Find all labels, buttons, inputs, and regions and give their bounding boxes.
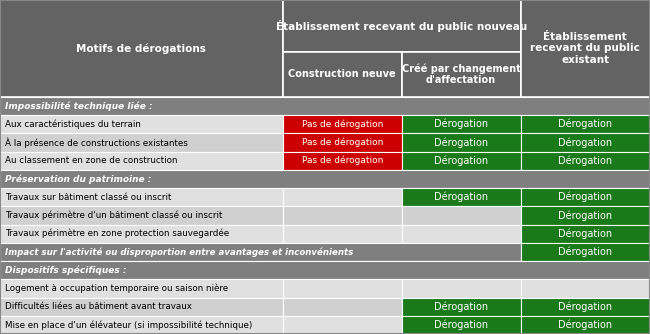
Bar <box>402 188 521 206</box>
Bar <box>402 224 521 243</box>
Bar <box>402 206 521 224</box>
Bar <box>0 170 650 188</box>
Bar <box>283 298 402 316</box>
Bar <box>0 97 650 115</box>
Bar <box>283 224 402 243</box>
Text: Dérogation: Dérogation <box>434 119 488 130</box>
Text: Établissement recevant du public nouveau: Établissement recevant du public nouveau <box>276 20 527 32</box>
Bar <box>283 188 402 206</box>
Bar <box>521 206 650 224</box>
Text: Dérogation: Dérogation <box>558 320 612 330</box>
Text: Construction neuve: Construction neuve <box>289 69 396 79</box>
Text: Travaux périmètre d'un bâtiment classé ou inscrit: Travaux périmètre d'un bâtiment classé o… <box>5 211 222 220</box>
Bar <box>521 298 650 316</box>
Bar <box>283 52 402 97</box>
Bar <box>402 133 521 152</box>
Bar <box>0 316 283 334</box>
Bar <box>402 52 521 97</box>
Text: Au classement en zone de construction: Au classement en zone de construction <box>5 156 177 165</box>
Bar <box>402 115 521 133</box>
Text: Mise en place d'un élévateur (si impossibilité technique): Mise en place d'un élévateur (si impossi… <box>5 320 253 330</box>
Text: Dérogation: Dérogation <box>558 210 612 221</box>
Bar <box>0 0 283 97</box>
Text: Dérogation: Dérogation <box>434 301 488 312</box>
Bar <box>521 133 650 152</box>
Text: Impact sur l'activité ou disproportion entre avantages et inconvénients: Impact sur l'activité ou disproportion e… <box>5 247 354 257</box>
Bar <box>283 152 402 170</box>
Bar <box>0 298 283 316</box>
Text: Difficultés liées au bâtiment avant travaux: Difficultés liées au bâtiment avant trav… <box>5 302 192 311</box>
Bar <box>402 316 521 334</box>
Bar <box>283 133 402 152</box>
Bar <box>283 279 402 298</box>
Bar <box>0 224 283 243</box>
Bar <box>521 115 650 133</box>
Text: Pas de dérogation: Pas de dérogation <box>302 120 383 129</box>
Bar <box>402 279 521 298</box>
Bar <box>283 115 402 133</box>
Text: Aux caractéristiques du terrain: Aux caractéristiques du terrain <box>5 120 141 129</box>
Bar <box>0 261 650 279</box>
Bar <box>0 152 283 170</box>
Text: Dérogation: Dérogation <box>558 155 612 166</box>
Text: Dérogation: Dérogation <box>434 137 488 148</box>
Bar <box>0 243 521 261</box>
Bar <box>0 279 283 298</box>
Bar <box>0 206 283 224</box>
Text: Pas de dérogation: Pas de dérogation <box>302 138 383 147</box>
Text: Dérogation: Dérogation <box>558 137 612 148</box>
Text: Travaux sur bâtiment classé ou inscrit: Travaux sur bâtiment classé ou inscrit <box>5 193 172 202</box>
Bar <box>521 224 650 243</box>
Text: Dérogation: Dérogation <box>558 192 612 202</box>
Text: Pas de dérogation: Pas de dérogation <box>302 156 383 165</box>
Bar <box>283 206 402 224</box>
Bar <box>521 243 650 261</box>
Bar <box>521 152 650 170</box>
Text: Logement à occupation temporaire ou saison nière: Logement à occupation temporaire ou sais… <box>5 284 228 293</box>
Text: À la présence de constructions existantes: À la présence de constructions existante… <box>5 137 188 148</box>
Bar <box>521 279 650 298</box>
Text: Dérogation: Dérogation <box>558 247 612 257</box>
Text: Dérogation: Dérogation <box>558 301 612 312</box>
Text: Impossibilité technique liée :: Impossibilité technique liée : <box>5 101 153 111</box>
Bar <box>0 115 283 133</box>
Bar <box>521 316 650 334</box>
Text: Dérogation: Dérogation <box>434 320 488 330</box>
Text: Dérogation: Dérogation <box>434 192 488 202</box>
Bar <box>402 298 521 316</box>
Text: Motifs de dérogations: Motifs de dérogations <box>77 43 206 54</box>
Bar <box>283 0 521 52</box>
Text: Dispositifs spécifiques :: Dispositifs spécifiques : <box>5 266 127 275</box>
Bar <box>0 133 283 152</box>
Text: Préservation du patrimoine :: Préservation du patrimoine : <box>5 174 151 184</box>
Bar <box>283 316 402 334</box>
Bar <box>521 0 650 97</box>
Bar <box>521 188 650 206</box>
Text: Travaux périmètre en zone protection sauvegardée: Travaux périmètre en zone protection sau… <box>5 229 229 238</box>
Text: Établissement
recevant du public
existant: Établissement recevant du public existan… <box>530 32 640 65</box>
Text: Dérogation: Dérogation <box>558 119 612 130</box>
Bar <box>402 152 521 170</box>
Text: Dérogation: Dérogation <box>434 155 488 166</box>
Bar <box>0 188 283 206</box>
Text: Dérogation: Dérogation <box>558 228 612 239</box>
Text: Créé par changement
d'affectation: Créé par changement d'affectation <box>402 63 521 85</box>
